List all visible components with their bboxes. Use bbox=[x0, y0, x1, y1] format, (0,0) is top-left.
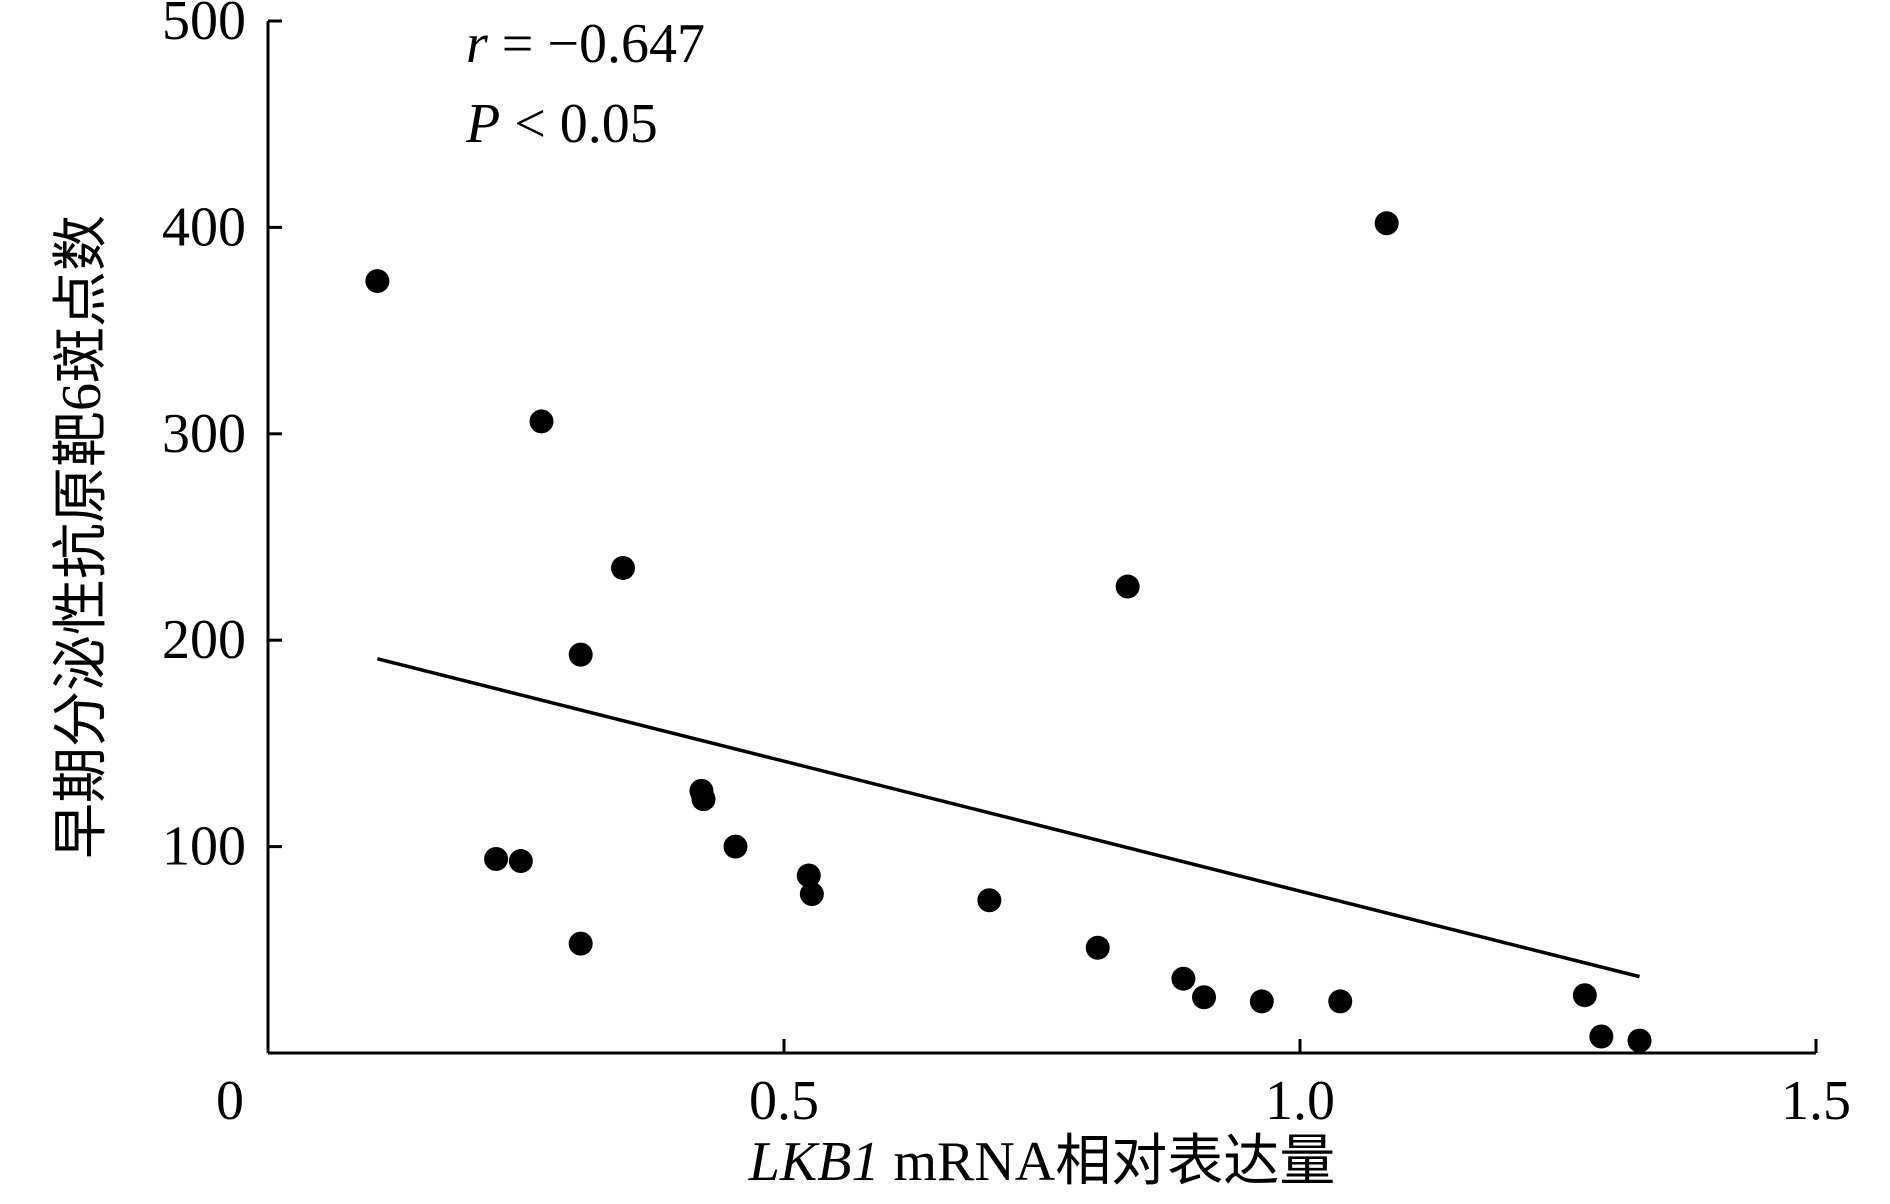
point bbox=[1249, 989, 1274, 1014]
point bbox=[568, 931, 593, 956]
y-tick-label: 300 bbox=[162, 403, 246, 465]
point bbox=[529, 409, 554, 434]
point bbox=[799, 882, 824, 907]
point bbox=[1328, 989, 1353, 1014]
point bbox=[723, 834, 748, 859]
point bbox=[1374, 211, 1399, 236]
x-axis-label-italic: LKB1 bbox=[748, 1131, 880, 1193]
annotation: r = −0.647 bbox=[466, 13, 705, 75]
x-tick-label: 1.5 bbox=[1781, 1070, 1851, 1132]
point bbox=[365, 269, 390, 294]
fit-line bbox=[376, 657, 1640, 979]
y-tick-label: 400 bbox=[162, 196, 246, 258]
point bbox=[611, 555, 636, 580]
point bbox=[1572, 983, 1597, 1008]
annotation-italic: P bbox=[465, 93, 500, 155]
annotation-text: = −0.647 bbox=[488, 13, 705, 75]
point bbox=[1085, 935, 1110, 960]
annotation-text: < 0.05 bbox=[500, 93, 658, 155]
y-axis-label: 早期分泌性抗原靶6斑点数 bbox=[51, 215, 113, 859]
x-tick-label: 0.5 bbox=[749, 1070, 819, 1132]
annotation-italic: r bbox=[466, 13, 488, 75]
y-tick-label: 200 bbox=[162, 609, 246, 671]
point bbox=[1115, 574, 1140, 599]
point bbox=[1192, 985, 1217, 1010]
point bbox=[1171, 966, 1196, 991]
x-tick-label: 1.0 bbox=[1265, 1070, 1335, 1132]
y-tick-label: 100 bbox=[162, 816, 246, 878]
y-tick-label: 500 bbox=[162, 0, 246, 52]
point bbox=[977, 888, 1002, 913]
point bbox=[1589, 1024, 1614, 1049]
point bbox=[568, 642, 593, 667]
x-axis-label-text: mRNA相对表达量 bbox=[879, 1131, 1335, 1193]
x-tick-label: 0 bbox=[216, 1070, 244, 1132]
point bbox=[1627, 1028, 1652, 1053]
point bbox=[691, 787, 716, 812]
point bbox=[796, 863, 821, 888]
point bbox=[484, 846, 509, 871]
x-axis-label: LKB1 mRNA相对表达量 bbox=[748, 1131, 1336, 1193]
point bbox=[508, 849, 533, 874]
annotation: P < 0.05 bbox=[465, 93, 658, 155]
